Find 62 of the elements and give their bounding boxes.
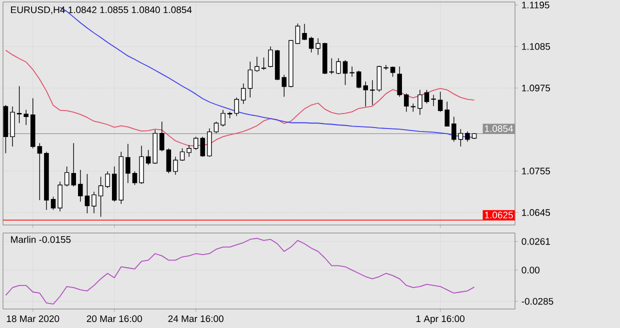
- candlestick: [105, 171, 110, 188]
- candlestick: [465, 131, 470, 142]
- candlestick: [370, 80, 375, 106]
- x-tick-label: 20 Mar 16:00: [86, 315, 142, 322]
- candlestick: [336, 58, 341, 74]
- candlestick: [316, 38, 320, 56]
- candlestick: [248, 61, 253, 98]
- candlestick: [452, 116, 456, 142]
- candlestick: [24, 110, 28, 126]
- x-tick-label: 18 Mar 2020: [6, 315, 60, 322]
- candlestick: [350, 66, 354, 78]
- candlestick: [418, 90, 422, 116]
- candlestick: [384, 64, 388, 70]
- candlestick: [30, 98, 36, 149]
- candlestick: [329, 58, 334, 74]
- candlestick: [431, 94, 436, 106]
- candlestick: [397, 66, 402, 98]
- candlestick: [98, 176, 104, 218]
- candlestick: [44, 151, 49, 210]
- candlestick: [173, 156, 178, 176]
- candlestick: [139, 145, 144, 184]
- candlestick: [220, 110, 226, 127]
- candlestick: [363, 81, 368, 107]
- candlestick: [282, 74, 287, 98]
- y-tick-label: 0.00: [522, 266, 540, 274]
- chart-title: Marlin -0.0155: [11, 236, 71, 243]
- candlestick: [112, 166, 117, 202]
- line-series: [5, 50, 475, 146]
- candlestick: [71, 142, 76, 187]
- candlestick: [84, 174, 90, 214]
- candlestick: [160, 121, 164, 152]
- x-tick-label: 24 Mar 16:00: [168, 315, 224, 322]
- candlestick: [458, 128, 464, 147]
- candlestick: [207, 128, 212, 158]
- candlestick: [261, 57, 266, 70]
- y-tick-label: 0.0261: [522, 238, 550, 245]
- y-tick-label: 1.1195: [522, 2, 550, 8]
- candlestick: [438, 91, 443, 112]
- candlestick: [186, 144, 192, 158]
- x-tick-label: 1 Apr 16:00: [416, 315, 464, 324]
- chart-title: EURUSD,H4 1.0842 1.0855 1.0840 1.0854: [11, 6, 192, 14]
- candlestick: [268, 46, 273, 68]
- y-tick-label: 1.0975: [522, 84, 550, 92]
- candlestick: [10, 106, 15, 147]
- candlestick: [234, 97, 239, 116]
- candlestick: [302, 24, 307, 40]
- candlestick: [58, 181, 62, 212]
- candlestick: [3, 104, 8, 154]
- y-tick-label: 1.1085: [522, 43, 550, 50]
- candlestick: [126, 144, 130, 184]
- line-series: [5, 238, 475, 305]
- candlestick: [16, 86, 22, 124]
- ref-line-label: 1.0854: [484, 125, 514, 132]
- candlestick: [37, 142, 42, 200]
- candlestick: [342, 60, 348, 86]
- ref-line-label: 1.0625: [484, 212, 513, 218]
- candlestick: [78, 170, 83, 202]
- candlestick: [92, 191, 96, 214]
- candlestick: [254, 56, 260, 72]
- y-tick-label: 1.0645: [522, 209, 550, 216]
- y-tick-label: 1.0755: [522, 168, 550, 174]
- y-tick-label: -0.0285: [522, 298, 554, 305]
